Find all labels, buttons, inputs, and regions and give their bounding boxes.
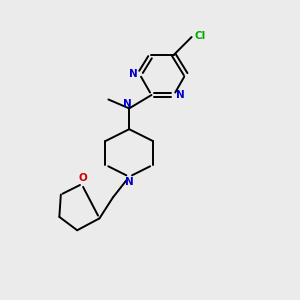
Text: N: N [125,176,134,187]
Text: N: N [176,90,185,100]
Text: N: N [123,99,132,109]
Text: Cl: Cl [195,31,206,40]
Text: O: O [79,173,88,183]
Text: N: N [129,69,137,79]
